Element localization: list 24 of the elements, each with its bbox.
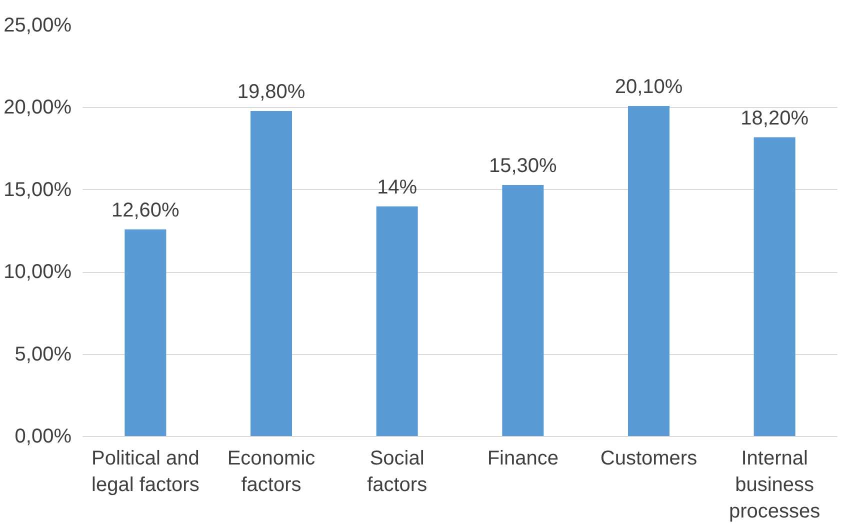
y-tick-label: 20,00% [4,96,72,119]
x-tick-label: Internal business processes [729,448,820,522]
bar [376,206,418,436]
data-label: 18,20% [740,107,809,130]
bar [250,110,292,436]
x-tick-label: Social factors [367,448,428,496]
x-tick-label: Finance [487,448,558,470]
bar [502,184,544,436]
y-tick-label: 5,00% [14,343,72,366]
x-tick-label: Political and legal factors [91,448,200,496]
bar [754,137,796,436]
data-label: 12,60% [112,199,180,222]
bar [628,106,670,436]
data-label: 15,30% [489,154,558,177]
x-tick-label: Customers [600,448,698,470]
x-tick-label: Economic factors [227,448,316,496]
data-label: 20,10% [614,76,683,98]
y-tick-label: 15,00% [4,178,72,201]
y-tick-label: 10,00% [4,261,72,284]
data-label: 19,80% [237,80,306,103]
y-tick-label: 0,00% [14,426,72,448]
data-label: 14% [377,176,418,198]
bar [124,229,166,436]
y-tick-label: 25,00% [4,14,72,36]
